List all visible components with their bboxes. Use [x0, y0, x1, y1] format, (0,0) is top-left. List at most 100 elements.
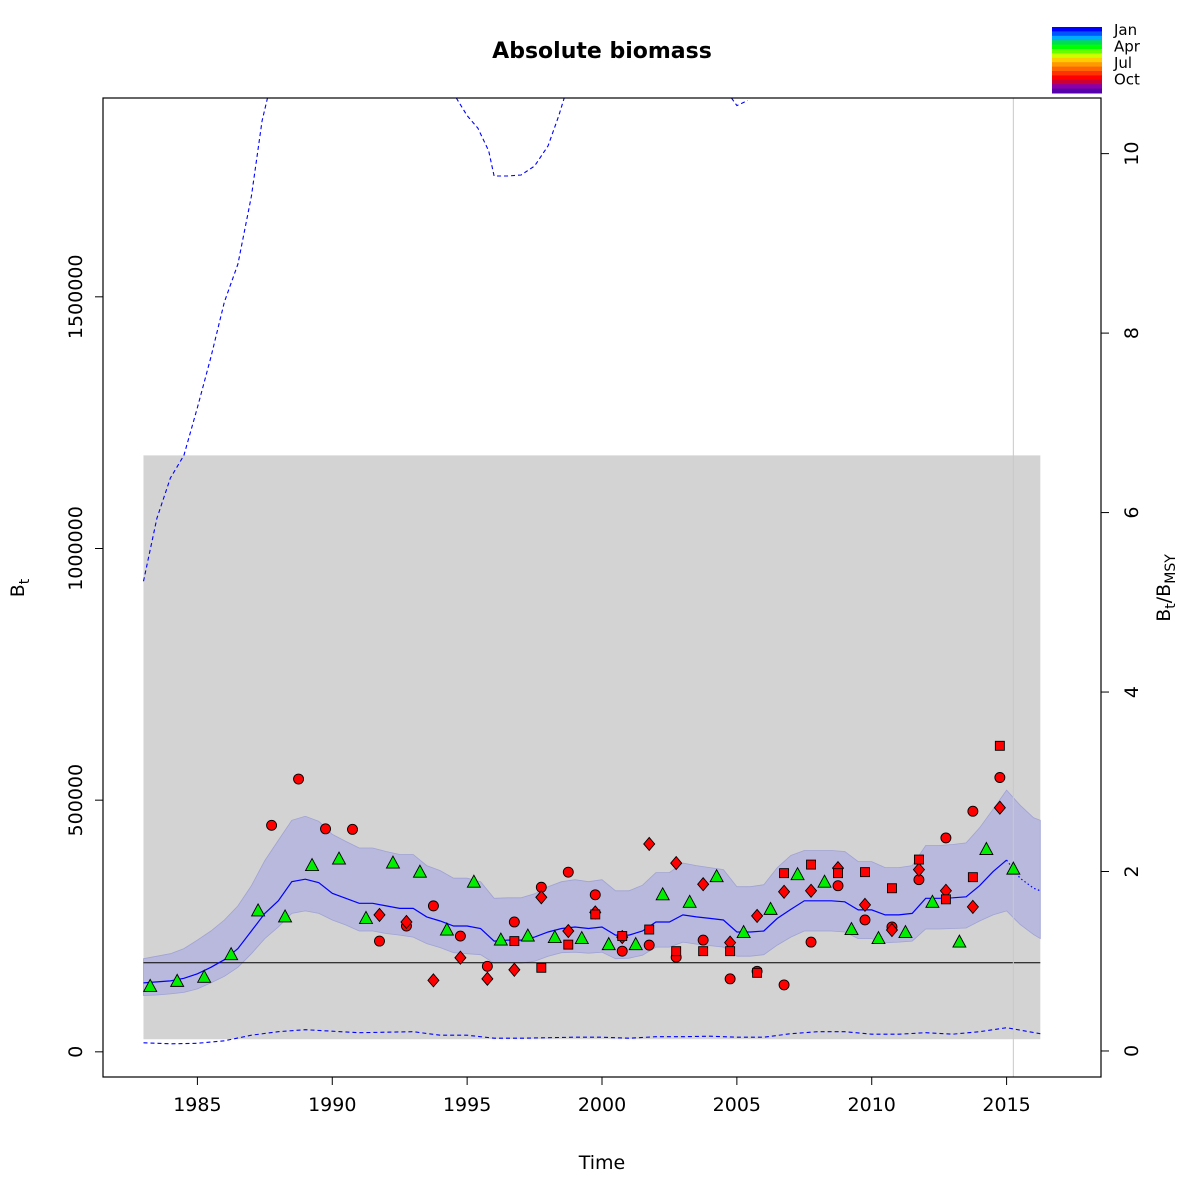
circle-point [347, 823, 358, 835]
triangle-point [466, 874, 482, 888]
legend-label-jan: Jan [1113, 21, 1137, 39]
square-point [509, 936, 520, 947]
triangle-point [331, 851, 347, 865]
triangle-point [223, 946, 239, 961]
y-tick-label: 1500000 [65, 255, 87, 340]
triangle-point [412, 864, 428, 878]
triangle-point [277, 908, 293, 923]
diamond-point [562, 923, 575, 939]
upper-ci-line-1 [142, 97, 269, 582]
triangle-point [601, 936, 616, 951]
legend-color-band [1052, 49, 1102, 54]
y-axis-label: Bt [7, 578, 33, 597]
legend-label-jul: Jul [1113, 54, 1132, 72]
triangle-point [304, 857, 320, 872]
triangle-point [493, 932, 509, 946]
square-point [860, 867, 870, 878]
square-point [725, 946, 736, 957]
circle-point [643, 939, 655, 951]
diamond-point [643, 836, 656, 852]
square-point [913, 854, 924, 865]
square-point [779, 868, 790, 879]
triangle-point [439, 922, 455, 936]
y-tick-label: 1000000 [65, 506, 87, 591]
y2-tick-label: 6 [1121, 507, 1143, 519]
legend-color-band [1052, 40, 1102, 46]
diamond-point [777, 884, 791, 899]
circle-point [266, 819, 278, 831]
legend-color-band [1052, 53, 1102, 59]
legend-label-oct: Oct [1114, 71, 1140, 89]
circle-point [859, 914, 871, 926]
square-point [752, 967, 763, 978]
circle-point [778, 979, 790, 991]
legend-color-band [1052, 57, 1102, 63]
y2-axis-label-sep: / [1153, 596, 1175, 603]
diamond-point [481, 971, 494, 987]
legend-color-band [1052, 88, 1102, 94]
circle-point [724, 973, 736, 985]
x-axis-label: Time [578, 1152, 626, 1174]
legend-color-band [1052, 66, 1102, 72]
square-point [671, 946, 682, 957]
circle-point [374, 935, 385, 947]
triangle-point [952, 934, 967, 948]
y-tick-label: 0 [65, 1046, 87, 1058]
index-series-4 [509, 740, 1005, 978]
triangle-point [250, 902, 266, 917]
diamond-point [751, 908, 764, 924]
x-tick-label: 1990 [308, 1094, 356, 1116]
diamond-point [697, 877, 710, 892]
square-point [887, 883, 897, 894]
triangle-point [628, 936, 643, 951]
y2-tick-label: 8 [1121, 327, 1143, 339]
circle-point [697, 934, 709, 946]
square-point [536, 962, 547, 973]
legend-color-band [1052, 44, 1102, 50]
square-point [644, 924, 655, 935]
triangle-point [655, 886, 670, 901]
plot-area [142, 97, 1041, 1077]
square-point [806, 859, 816, 870]
diamond-point [508, 962, 521, 977]
index-series-2 [266, 772, 1006, 991]
legend-color-band [1052, 79, 1102, 85]
diamond-point [885, 922, 899, 938]
triangle-point [169, 973, 185, 987]
index-series-3 [373, 800, 1006, 988]
triangle-point [763, 901, 778, 915]
legend-color-band [1052, 27, 1102, 32]
lower-ci-line [143, 1027, 1041, 1045]
circle-point [320, 823, 331, 835]
square-point [994, 740, 1005, 751]
circle-point [293, 773, 305, 785]
upper-ci-line-2 [455, 97, 565, 177]
index-series-1 [142, 841, 1021, 992]
diamond-point [535, 890, 548, 905]
triangle-point [547, 929, 563, 944]
circle-point [508, 916, 520, 928]
triangle-point [1006, 861, 1021, 875]
y-axis-label-main: B [7, 584, 29, 597]
y2-axis-label: Bt/BMSY [1153, 554, 1179, 622]
legend-color-band [1052, 71, 1102, 76]
circle-point [589, 889, 601, 901]
x-tick-label: 2005 [713, 1094, 761, 1116]
x-tick-label: 1995 [443, 1094, 491, 1116]
diamond-point [670, 855, 683, 871]
legend-color-band [1052, 35, 1102, 41]
biomass-estimate-line [143, 859, 1007, 984]
triangle-point [979, 841, 994, 855]
triangle-point [142, 978, 158, 992]
triangle-point [817, 874, 832, 888]
y2-tick-label: 0 [1121, 1045, 1143, 1057]
legend-label-apr: Apr [1114, 38, 1141, 56]
diamond-point [966, 899, 979, 915]
triangle-point [925, 894, 940, 908]
legend-color-band [1052, 31, 1102, 37]
circle-point [427, 900, 439, 912]
triangle-point [844, 921, 859, 935]
x-tick-label: 2000 [578, 1094, 626, 1116]
